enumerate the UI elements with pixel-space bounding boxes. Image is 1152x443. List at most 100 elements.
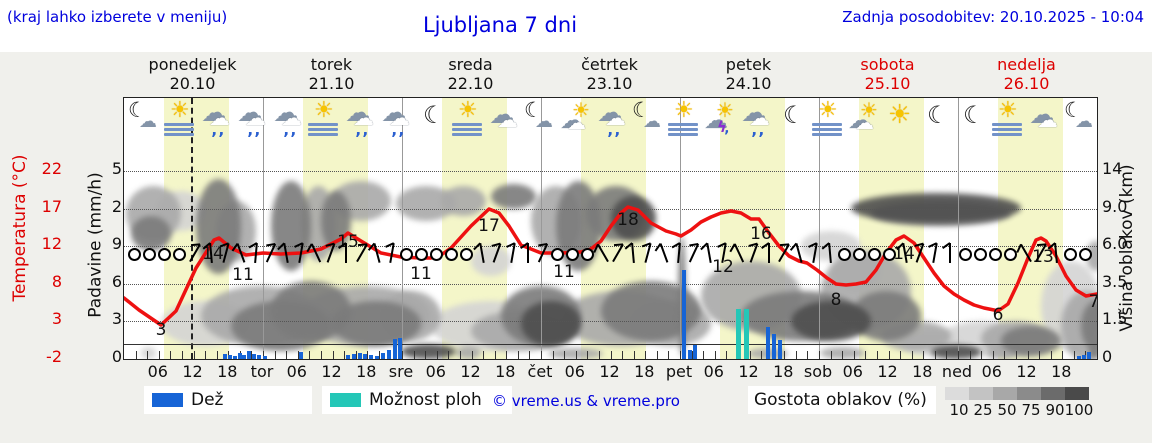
cloud-icon: ☁ xyxy=(1037,108,1058,132)
wind-barb-tick xyxy=(593,243,600,253)
rain-bar xyxy=(299,352,303,359)
wind-barb-line xyxy=(949,243,952,263)
hour-tick xyxy=(564,351,566,359)
hour-tick xyxy=(934,351,936,359)
wind-calm-icon xyxy=(430,248,443,261)
temp-value-label: 16 xyxy=(750,224,772,244)
hour-tick xyxy=(448,351,450,359)
hour-tick xyxy=(1073,351,1075,359)
weather-icon: ☁ ☁ xyxy=(486,100,522,140)
rain-bar xyxy=(233,356,237,359)
rain-bar xyxy=(375,356,379,359)
day-date: 23.10 xyxy=(586,74,633,93)
weather-icon: ☾ ☁ xyxy=(126,100,162,140)
rain-bar xyxy=(238,353,242,359)
wind-calm-icon xyxy=(988,248,1002,261)
hour-tick xyxy=(297,351,299,359)
hour-tick xyxy=(622,351,624,359)
hour-tick xyxy=(181,351,183,359)
hour-tick xyxy=(205,351,207,359)
temp-value-label: 11 xyxy=(553,262,575,282)
cloud-icon: ☁ xyxy=(209,106,230,130)
hour-tick xyxy=(784,351,786,359)
day-date: 26.10 xyxy=(1003,74,1050,93)
hour-tick xyxy=(900,351,902,359)
wind-calm-icon xyxy=(883,248,896,261)
temp-tick: 17 xyxy=(41,197,62,216)
hour-label: 06 xyxy=(981,362,1002,381)
hour-tick xyxy=(1062,351,1064,359)
rain-bar xyxy=(778,340,782,359)
hour-label: 12 xyxy=(738,362,759,381)
hour-label: 12 xyxy=(599,362,620,381)
hour-tick xyxy=(552,351,554,359)
hour-tick xyxy=(807,351,809,359)
hour-tick xyxy=(344,351,346,359)
hour-tick xyxy=(1050,351,1052,359)
cloud-tick: 3.5 xyxy=(1102,272,1128,291)
rain-bar xyxy=(223,354,227,359)
moon-icon: ☾ xyxy=(524,98,543,122)
rain-bar xyxy=(352,354,356,359)
last-update: Zadnja posodobitev: 20.10.2025 - 10:04 xyxy=(842,8,1144,26)
hour-tick xyxy=(865,351,867,359)
raindrops-icon: ‚‚ xyxy=(391,120,406,139)
hour-tick xyxy=(216,351,218,359)
wind-barb-line xyxy=(345,243,348,263)
density-legend-label: Gostota oblakov (%) xyxy=(754,390,927,410)
now-line xyxy=(191,98,193,359)
density-segment xyxy=(1065,387,1089,400)
rain-bar xyxy=(242,355,246,359)
hour-tick xyxy=(923,351,925,359)
wind-calm-icon xyxy=(1079,248,1093,261)
location-hint: (kraj lahko izberete v meniju) xyxy=(7,8,228,26)
rain-swatch xyxy=(152,393,183,407)
rain-cloud-icon: ☁ xyxy=(237,98,263,128)
weather-icon: ☀ ☁ ☁ xyxy=(558,100,594,140)
hour-label: 18 xyxy=(773,362,794,381)
hour-label: 06 xyxy=(564,362,585,381)
cloud-tick: 6.0 xyxy=(1102,234,1128,253)
shower-bar xyxy=(744,309,749,359)
sun-icon: ☀ xyxy=(170,98,190,123)
wind-calm-icon xyxy=(399,248,413,261)
hour-tick xyxy=(958,351,959,359)
hour-tick xyxy=(749,351,751,359)
hour-tick xyxy=(969,351,971,359)
rain-bar xyxy=(1087,352,1091,359)
hour-label: 12 xyxy=(321,362,342,381)
rain-bar xyxy=(693,345,697,359)
temp-value-label: 3 xyxy=(155,320,167,340)
density-segment xyxy=(1017,387,1041,400)
hour-label: 06 xyxy=(703,362,724,381)
hour-tick xyxy=(320,351,322,359)
wind-barb-line xyxy=(932,242,939,264)
raindrops-icon: ‚‚ xyxy=(751,120,766,139)
temp-value-label: 15 xyxy=(337,232,359,252)
day-abbrev-label: pet xyxy=(665,362,693,381)
hour-tick xyxy=(263,351,264,359)
hour-tick xyxy=(274,351,276,359)
cloud-blob xyxy=(491,184,536,209)
precip-tick: 0 xyxy=(111,347,122,366)
showers-legend-label: Možnost ploh xyxy=(369,390,482,410)
precip-tick: 6 xyxy=(111,272,122,291)
day-name: sobota xyxy=(860,55,915,74)
sun-icon: ☀ xyxy=(818,98,838,123)
density-tick-label: 100 xyxy=(1064,401,1094,419)
rain-bar xyxy=(263,356,267,359)
cloud-icon: ☁ xyxy=(497,108,518,132)
moon-icon: ☾ xyxy=(927,101,949,129)
temp-value-label: 12 xyxy=(712,257,734,277)
hour-label: 18 xyxy=(912,362,933,381)
weather-icon: ☁ ☁ xyxy=(1026,100,1062,140)
hour-tick xyxy=(494,351,496,359)
hour-tick xyxy=(795,351,797,359)
density-tick-label: 75 xyxy=(1021,401,1041,419)
weather-icon: ☁ ☁ ‚‚ xyxy=(738,100,774,140)
grid-line xyxy=(124,209,1097,210)
hour-tick xyxy=(656,351,658,359)
cloud-icon: ☁ xyxy=(1029,100,1055,130)
rain-bar xyxy=(369,355,373,359)
